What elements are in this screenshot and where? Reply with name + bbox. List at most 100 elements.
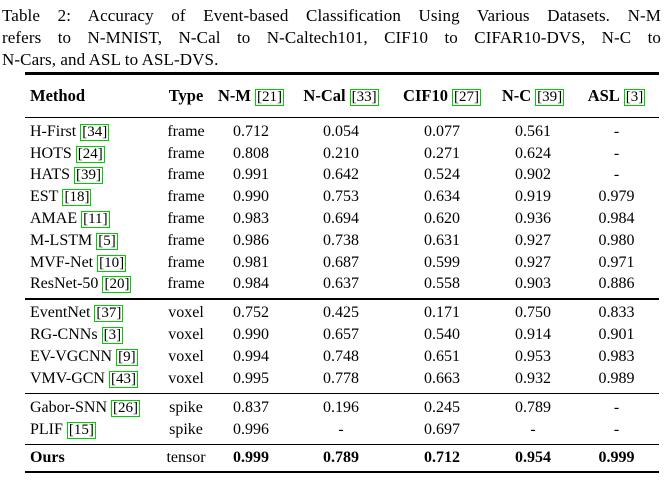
caption-line-2: refers to N-MNIST, N-Cal to N-Caltech101… bbox=[2, 28, 661, 47]
header-cif10-label: CIF10 bbox=[403, 85, 448, 105]
value-cell: 0.753 bbox=[323, 188, 359, 206]
method-name: VMV-GCN bbox=[30, 369, 105, 387]
method-cell: M-LSTM5 bbox=[25, 232, 160, 250]
method-name: EventNet bbox=[30, 304, 91, 322]
value-cell: 0.271 bbox=[424, 144, 460, 162]
value-cell: 0.886 bbox=[598, 275, 635, 293]
value-cell: - bbox=[530, 420, 536, 438]
method-cell: RG-CNNs3 bbox=[25, 326, 160, 345]
method-name: EV-VGCNN bbox=[30, 348, 113, 366]
citation-link[interactable]: 21 bbox=[254, 88, 284, 106]
value-cell: 0.808 bbox=[233, 144, 269, 162]
table-row-hats: HATS39 frame 0.991 0.642 0.524 0.902 - bbox=[25, 165, 659, 187]
citation-link[interactable]: 33 bbox=[349, 88, 379, 106]
type-cell: frame bbox=[167, 231, 205, 249]
value-cell: 0.903 bbox=[515, 275, 551, 293]
citation-link[interactable]: 11 bbox=[81, 211, 110, 229]
value-cell: 0.936 bbox=[515, 210, 551, 228]
citation-link[interactable]: 3 bbox=[101, 327, 124, 345]
method-name: ResNet-50 bbox=[30, 275, 99, 293]
citation-link[interactable]: 24 bbox=[75, 145, 105, 163]
citation-link[interactable]: 15 bbox=[66, 421, 96, 439]
value-cell: - bbox=[613, 166, 620, 184]
value-cell: 0.077 bbox=[424, 122, 460, 140]
method-name: HATS bbox=[30, 166, 71, 184]
value-cell: 0.054 bbox=[323, 122, 359, 140]
header-asl-label: ASL bbox=[587, 85, 620, 105]
value-cell: 0.748 bbox=[323, 348, 359, 366]
value-cell: 0.953 bbox=[515, 348, 551, 366]
method-name: HOTS bbox=[30, 144, 72, 162]
group-spike: Gabor-SNN26 spike 0.837 0.196 0.245 0.78… bbox=[25, 394, 659, 444]
type-cell: frame bbox=[167, 188, 205, 206]
citation-link[interactable]: 39 bbox=[535, 88, 565, 106]
type-cell: spike bbox=[169, 398, 203, 416]
citation-link[interactable]: 39 bbox=[74, 167, 104, 185]
method-name: MVF-Net bbox=[30, 253, 94, 271]
citation-link[interactable]: 18 bbox=[62, 189, 92, 207]
value-cell: 0.999 bbox=[598, 448, 635, 466]
table-row-rg-cnns: RG-CNNs3 voxel 0.990 0.657 0.540 0.914 0… bbox=[25, 324, 659, 346]
group-rule-1 bbox=[25, 298, 659, 300]
value-cell: 0.657 bbox=[323, 326, 359, 344]
citation-link[interactable]: 3 bbox=[623, 88, 646, 106]
caption-line-3: N-Cars, and ASL to ASL-DVS. bbox=[2, 50, 219, 69]
header-cif10: CIF1027 bbox=[392, 86, 492, 106]
value-cell: 0.778 bbox=[323, 369, 359, 387]
value-cell: 0.995 bbox=[233, 369, 269, 387]
citation-link[interactable]: 26 bbox=[111, 399, 140, 417]
value-cell: 0.694 bbox=[323, 210, 359, 228]
group-voxel: EventNet37 voxel 0.752 0.425 0.171 0.750… bbox=[25, 300, 659, 393]
table-row-plif: PLIF15 spike 0.996 - 0.697 - - bbox=[25, 419, 659, 441]
value-cell: 0.540 bbox=[424, 326, 460, 344]
value-cell: 0.624 bbox=[515, 144, 551, 162]
table-caption: Table 2: Accuracy of Event-based Classif… bbox=[2, 5, 661, 71]
value-cell: 0.996 bbox=[233, 420, 269, 438]
value-cell: 0.651 bbox=[424, 348, 460, 366]
value-cell: 0.837 bbox=[233, 398, 269, 416]
citation-link[interactable]: 9 bbox=[116, 349, 138, 367]
header-type: Type bbox=[168, 85, 204, 105]
value-cell: 0.631 bbox=[424, 231, 460, 249]
value-cell: 0.663 bbox=[424, 369, 460, 387]
value-cell: 0.901 bbox=[598, 326, 635, 344]
type-cell: frame bbox=[167, 210, 205, 228]
type-cell: voxel bbox=[168, 348, 204, 366]
citation-link[interactable]: 34 bbox=[80, 123, 110, 141]
type-cell: tensor bbox=[166, 448, 206, 466]
type-cell: frame bbox=[167, 275, 205, 293]
group-rule-3 bbox=[25, 443, 659, 445]
method-cell: AMAE11 bbox=[25, 210, 160, 229]
value-cell: - bbox=[613, 420, 620, 438]
value-cell: 0.991 bbox=[233, 166, 269, 184]
value-cell: 0.642 bbox=[323, 166, 359, 184]
value-cell: 0.752 bbox=[233, 304, 269, 322]
value-cell: 0.712 bbox=[424, 448, 460, 466]
value-cell: 0.171 bbox=[424, 304, 460, 322]
method-cell: HATS39 bbox=[25, 166, 160, 185]
citation-link[interactable]: 43 bbox=[108, 370, 138, 388]
type-cell: spike bbox=[169, 420, 203, 438]
value-cell: 0.738 bbox=[323, 231, 359, 249]
value-cell: 0.789 bbox=[515, 398, 551, 416]
value-cell: 0.789 bbox=[323, 448, 359, 466]
value-cell: 0.927 bbox=[515, 231, 551, 249]
value-cell: 0.634 bbox=[424, 188, 460, 206]
value-cell: 0.979 bbox=[598, 188, 635, 206]
citation-link[interactable]: 20 bbox=[102, 276, 132, 294]
citation-link[interactable]: 10 bbox=[97, 254, 127, 272]
method-cell: EV-VGCNN9 bbox=[25, 348, 160, 367]
value-cell: 0.990 bbox=[233, 188, 269, 206]
table-row-ev-vgcnn: EV-VGCNN9 voxel 0.994 0.748 0.651 0.953 … bbox=[25, 346, 659, 368]
value-cell: 0.989 bbox=[598, 369, 635, 387]
value-cell: 0.980 bbox=[598, 231, 635, 249]
value-cell: 0.999 bbox=[233, 448, 269, 466]
value-cell: 0.524 bbox=[424, 166, 460, 184]
citation-link[interactable]: 5 bbox=[96, 232, 118, 250]
citation-link[interactable]: 27 bbox=[451, 88, 481, 106]
method-cell: H-First34 bbox=[25, 123, 160, 141]
citation-link[interactable]: 37 bbox=[94, 305, 124, 323]
table-row-m-lstm: M-LSTM5 frame 0.986 0.738 0.631 0.927 0.… bbox=[25, 230, 659, 252]
value-cell: 0.914 bbox=[515, 326, 551, 344]
header-asl: ASL3 bbox=[574, 86, 659, 106]
